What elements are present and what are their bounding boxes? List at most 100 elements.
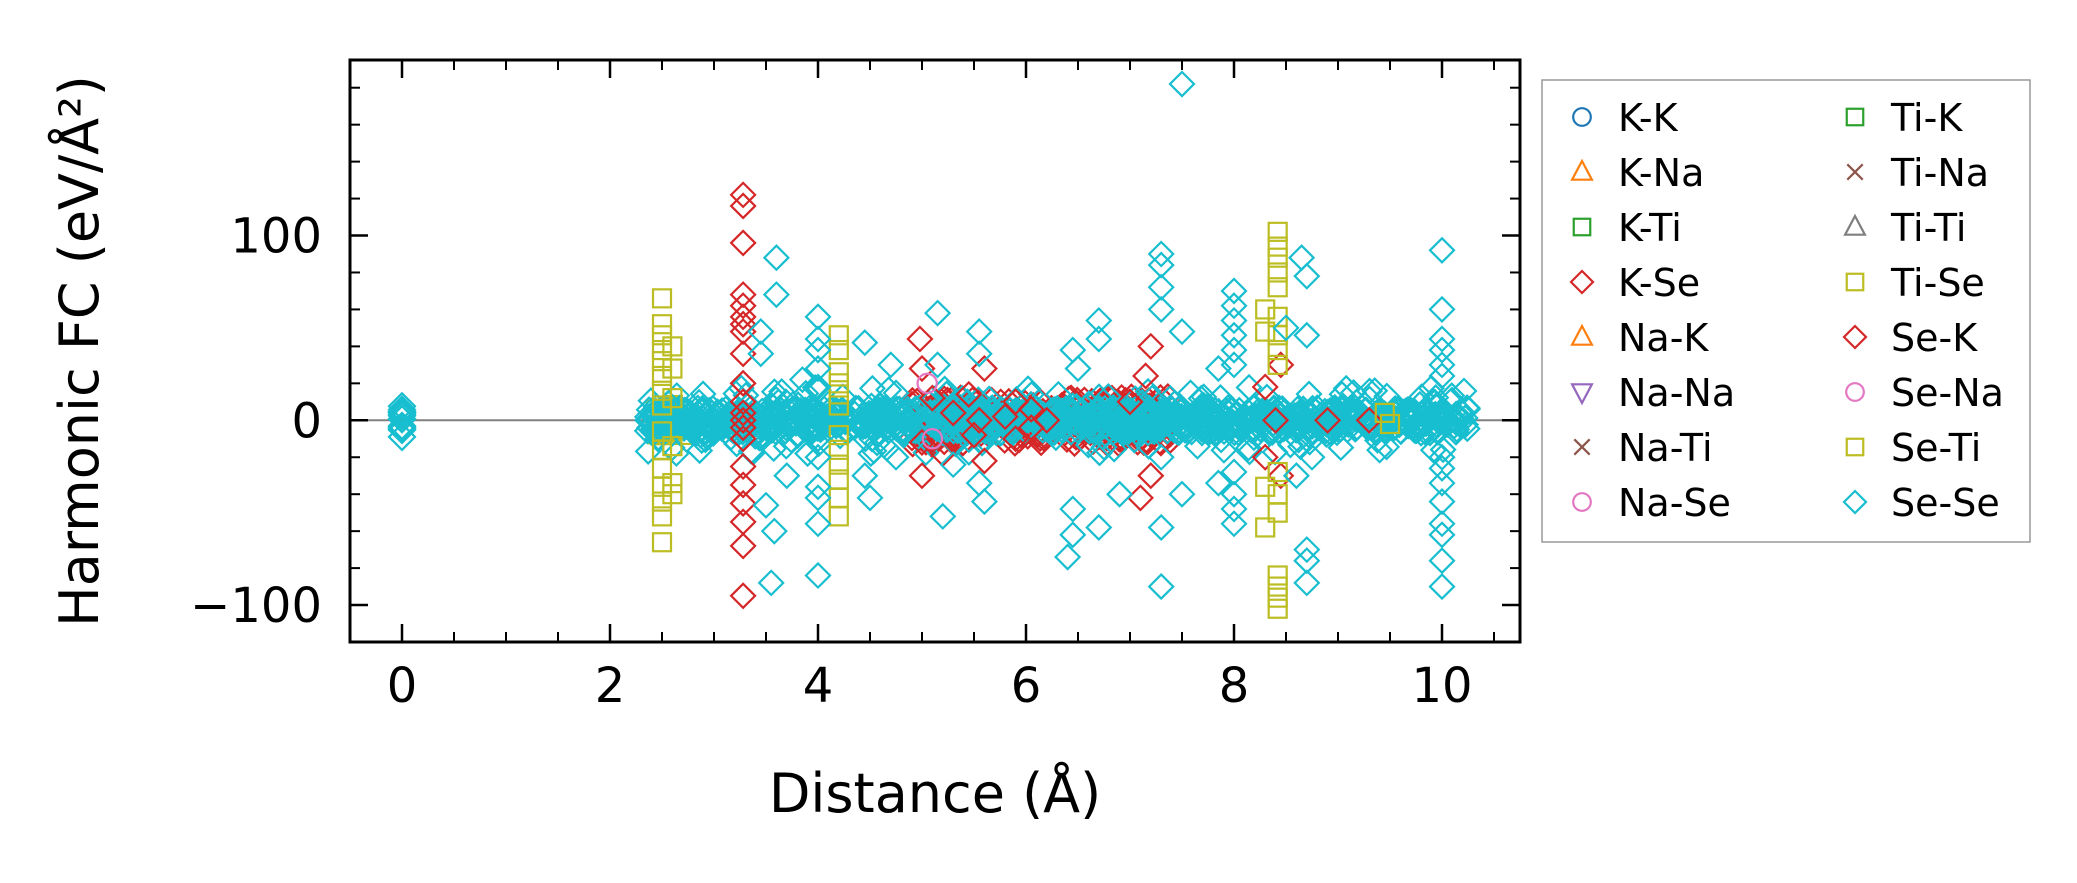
x-tick-label: 2: [595, 658, 626, 714]
self-term-point: [387, 397, 417, 427]
data-point-ti-se: [828, 439, 849, 460]
legend-label-na-na: Na-Na: [1618, 371, 1735, 415]
data-point-ti-se: [1267, 247, 1288, 268]
self-term-point: [387, 414, 417, 444]
data-point-se-se: [924, 351, 952, 379]
data-point-se-na: [916, 372, 938, 395]
se-se-band-point: [871, 394, 899, 422]
data-point-se-se: [762, 244, 790, 272]
se-se-band-point: [1206, 383, 1235, 412]
se-se-band-point: [1183, 432, 1212, 460]
data-point-se-se: [1054, 543, 1082, 571]
data-point-k-se: [1267, 351, 1295, 379]
axis-ticks: 0 2 4 6 8 10 −100 0 100: [190, 60, 1520, 714]
data-point-ti-se: [651, 476, 673, 497]
data-point-k-se: [729, 192, 757, 220]
se-se-band-point: [688, 427, 716, 455]
se-se-band-point: [1126, 410, 1155, 438]
data-point-ti-se: [1379, 413, 1401, 435]
series-se-se: [747, 70, 1456, 601]
data-point-k-se: [939, 399, 967, 427]
data-point-ti-se: [1267, 354, 1288, 375]
se-se-band-point: [1052, 397, 1080, 425]
data-point-ti-se: [828, 506, 849, 527]
se-se-band-point: [1452, 411, 1480, 439]
se-se-band-point: [1085, 394, 1113, 423]
legend-label-na-k: Na-K: [1618, 316, 1709, 360]
legend-label-ti-ti: Ti-Ti: [1890, 206, 1966, 250]
se-se-band-point: [882, 415, 910, 443]
data-point-se-se: [1147, 295, 1175, 323]
se-se-band-point: [858, 425, 886, 453]
data-point-k-se: [955, 380, 983, 408]
legend-marker-k-k: [1572, 107, 1592, 127]
se-se-band-point: [1017, 380, 1046, 408]
data-point-se-se: [804, 443, 832, 471]
legend-marker-k-ti: [1572, 217, 1592, 237]
legend-label-k-k: K-K: [1618, 96, 1679, 140]
data-point-k-se: [729, 406, 757, 434]
data-point-ti-se: [1267, 339, 1288, 361]
data-point-k-se: [729, 414, 757, 442]
self-term-point: [387, 391, 417, 421]
legend-marker-na-na: [1570, 383, 1594, 406]
data-point-k-se: [1002, 388, 1030, 416]
se-se-band-point: [1075, 417, 1103, 445]
data-point-k-se: [729, 471, 757, 499]
data-point-se-se: [1293, 536, 1321, 564]
data-point-ti-se: [1267, 587, 1288, 608]
x-axis-label: Distance (Å): [769, 761, 1101, 825]
y-tick-label: 0: [291, 393, 322, 449]
legend-label-na-ti: Na-Ti: [1618, 426, 1713, 470]
legend-label-na-se: Na-Se: [1618, 481, 1731, 525]
data-point-ti-se: [662, 436, 683, 457]
se-se-band-point: [1271, 409, 1299, 437]
se-se-band-point: [1057, 395, 1085, 423]
se-se-band-point: [1288, 406, 1316, 434]
se-se-band-point: [708, 397, 736, 425]
data-point-k-se: [729, 582, 757, 610]
data-point-ti-se: [828, 424, 849, 446]
se-se-band-point: [1085, 439, 1114, 467]
se-se-band-point: [1134, 377, 1162, 405]
data-point-se-se: [1428, 510, 1456, 538]
se-se-band-point: [849, 401, 877, 429]
data-point-se-se: [757, 569, 785, 597]
se-se-band-point: [847, 409, 875, 438]
legend-label-se-ti: Se-Ti: [1891, 426, 1981, 470]
data-point-ti-se: [651, 532, 673, 553]
data-point-se-se: [747, 340, 775, 368]
se-se-band-point: [1284, 395, 1312, 423]
legend: K-K K-Na K-Ti K-Se Na-K Na-Na Na-Ti Na-Se Ti-K Ti…: [1541, 79, 2031, 543]
data-point-ti-se: [651, 339, 673, 361]
data-point-se-se: [1220, 510, 1248, 538]
data-point-se-se: [1204, 354, 1232, 383]
data-point-se-se: [1428, 454, 1456, 482]
data-point-se-se: [1168, 480, 1196, 508]
data-point-se-se: [1204, 469, 1232, 497]
data-point-ti-se: [1267, 262, 1288, 283]
legend-frame: [1541, 79, 2031, 543]
legend-label-k-na: K-Na: [1618, 151, 1704, 195]
se-se-band-point: [1317, 415, 1345, 443]
se-se-band-point: [860, 437, 888, 465]
data-point-ti-se: [828, 395, 849, 416]
se-se-band-point: [1355, 377, 1384, 405]
legend-marker-se-k: [1842, 324, 1868, 350]
data-point-k-se: [1137, 462, 1165, 490]
data-point-k-se: [1033, 406, 1061, 434]
data-point-ti-se: [1267, 277, 1288, 298]
data-point-se-se: [1220, 336, 1248, 364]
se-se-band-point: [1340, 400, 1368, 428]
data-point-ti-se: [1255, 321, 1276, 342]
data-point-se-se: [1428, 362, 1456, 390]
data-point-se-se: [760, 517, 788, 545]
data-point-se-se: [1220, 351, 1248, 379]
data-point-se-se: [804, 373, 832, 401]
se-se-band-point: [1284, 426, 1313, 454]
se-se-band-point: [1212, 396, 1240, 424]
data-point-se-se: [1272, 314, 1300, 342]
legend-marker-ti-se: [1845, 272, 1865, 292]
data-point-se-se: [1168, 318, 1196, 346]
data-point-k-se: [729, 452, 757, 481]
